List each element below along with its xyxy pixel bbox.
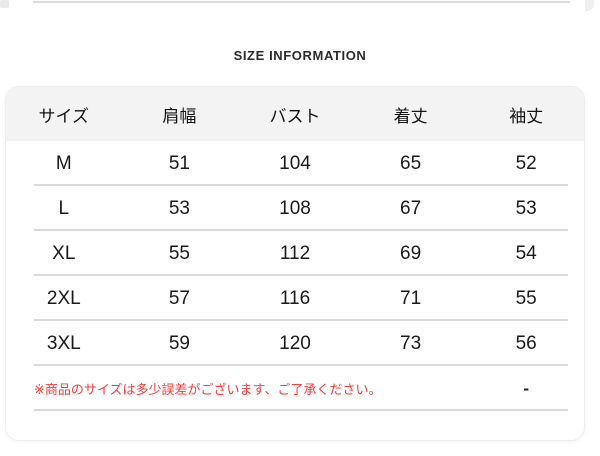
previous-section-divider bbox=[33, 1, 570, 3]
value-cell: 108 bbox=[279, 198, 311, 219]
table-row: XL 55 112 69 54 bbox=[6, 231, 584, 276]
value-cell: 65 bbox=[400, 153, 422, 174]
table-row: 2XL 57 116 71 55 bbox=[6, 276, 584, 321]
value-cell: 51 bbox=[168, 153, 190, 174]
value-cell: 55 bbox=[515, 288, 537, 309]
previous-section-fragment-left bbox=[0, 0, 9, 8]
value-cell: 55 bbox=[168, 243, 190, 264]
value-cell: 112 bbox=[279, 243, 311, 264]
value-cell: 120 bbox=[279, 333, 311, 354]
value-cell: 56 bbox=[515, 333, 537, 354]
header-cell-bust: バスト bbox=[269, 106, 321, 126]
size-cell: M bbox=[55, 153, 72, 174]
value-cell: 57 bbox=[168, 288, 190, 309]
value-cell: 69 bbox=[400, 243, 422, 264]
value-cell: 52 bbox=[515, 153, 537, 174]
size-note-dash: - bbox=[523, 378, 530, 398]
size-note-row: ※商品のサイズは多少誤差がございます、ご了承ください。 - bbox=[6, 366, 584, 411]
value-cell: 71 bbox=[400, 288, 422, 309]
value-cell: 54 bbox=[515, 243, 537, 264]
size-cell: L bbox=[58, 198, 70, 219]
size-cell: 3XL bbox=[46, 333, 81, 354]
value-cell: 59 bbox=[168, 333, 190, 354]
table-row: 3XL 59 120 73 56 bbox=[6, 321, 584, 366]
value-cell: 116 bbox=[279, 288, 311, 309]
table-row: L 53 108 67 53 bbox=[6, 186, 584, 231]
size-chart-card: サイズ 肩幅 バスト 着丈 袖丈 M 51 104 65 52 L 53 108… bbox=[5, 86, 585, 441]
table-row: M 51 104 65 52 bbox=[6, 141, 584, 186]
header-cell-sleeve: 袖丈 bbox=[509, 106, 544, 126]
header-cell-length: 着丈 bbox=[393, 106, 428, 126]
size-table-header-row: サイズ 肩幅 バスト 着丈 袖丈 bbox=[6, 87, 584, 141]
size-table-body: M 51 104 65 52 L 53 108 67 53 XL 55 112 … bbox=[6, 141, 584, 366]
size-cell: 2XL bbox=[46, 288, 81, 309]
value-cell: 53 bbox=[168, 198, 190, 219]
value-cell: 53 bbox=[515, 198, 537, 219]
header-cell-size: サイズ bbox=[38, 106, 90, 126]
previous-section-fragment-right bbox=[585, 0, 594, 11]
value-cell: 67 bbox=[400, 198, 422, 219]
size-note-text: ※商品のサイズは多少誤差がございます、ご了承ください。 bbox=[34, 382, 382, 397]
value-cell: 104 bbox=[279, 153, 311, 174]
size-cell: XL bbox=[52, 243, 76, 264]
page-title: SIZE INFORMATION bbox=[233, 48, 367, 63]
header-cell-shoulder: 肩幅 bbox=[162, 106, 197, 126]
value-cell: 73 bbox=[400, 333, 422, 354]
